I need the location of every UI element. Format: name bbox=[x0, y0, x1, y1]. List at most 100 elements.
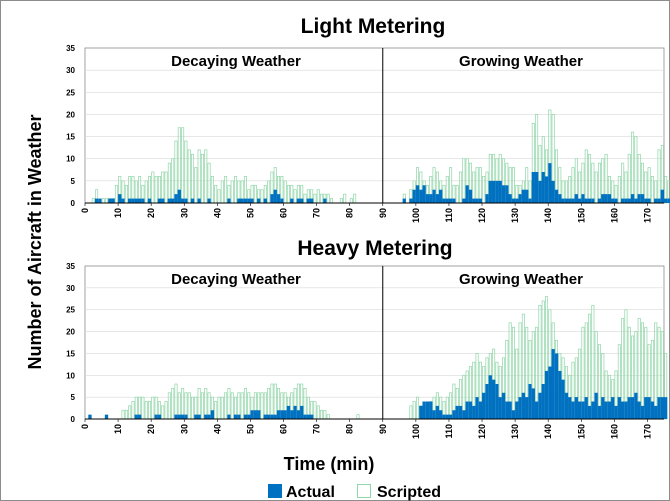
top-x-tick-label: 80 bbox=[345, 208, 355, 218]
bottom-actual-bar bbox=[468, 401, 473, 419]
bottom-actual-bar bbox=[654, 405, 658, 419]
bottom-actual-bar bbox=[587, 405, 592, 419]
bottom-actual-bar bbox=[263, 414, 267, 419]
bottom-actual-bar bbox=[624, 401, 628, 419]
top-actual-bar bbox=[468, 189, 473, 203]
bottom-actual-bar bbox=[227, 414, 231, 419]
top-y-tick-label: 0 bbox=[71, 199, 76, 208]
top-actual-bar bbox=[257, 198, 261, 203]
bottom-x-tick-label: 130 bbox=[510, 424, 520, 439]
bottom-actual-bar bbox=[614, 405, 618, 419]
bottom-actual-bar bbox=[458, 405, 463, 419]
bottom-actual-bar bbox=[448, 414, 453, 419]
bottom-x-tick-label: 160 bbox=[609, 424, 619, 439]
top-actual-bar bbox=[505, 185, 509, 203]
top-actual-bar bbox=[147, 198, 152, 203]
top-x-tick-label: 130 bbox=[510, 208, 520, 223]
x-axis-label: Time (min) bbox=[284, 454, 375, 474]
top-actual-bar bbox=[94, 198, 99, 203]
top-actual-bar bbox=[180, 198, 185, 203]
top-actual-bar bbox=[581, 194, 585, 203]
top-actual-bar bbox=[495, 180, 499, 203]
bottom-y-tick-label: 25 bbox=[66, 306, 75, 315]
top-actual-bar bbox=[161, 198, 165, 203]
bottom-actual-bar bbox=[634, 392, 638, 419]
bottom-actual-bar bbox=[508, 401, 512, 419]
top-x-tick-label: 40 bbox=[212, 208, 222, 218]
top-actual-bar bbox=[548, 163, 552, 203]
bottom-actual-bar bbox=[505, 401, 509, 419]
bottom-actual-bar bbox=[207, 414, 211, 419]
top-actual-bar bbox=[538, 180, 542, 203]
top-actual-bar bbox=[508, 194, 512, 203]
top-actual-bar bbox=[137, 198, 142, 203]
top-x-tick-label: 120 bbox=[477, 208, 487, 223]
top-actual-bar bbox=[584, 198, 588, 203]
top-actual-bar bbox=[240, 198, 244, 203]
top-actual-bar bbox=[531, 172, 535, 203]
bottom-actual-bar bbox=[581, 401, 585, 419]
bottom-y-tick-label: 10 bbox=[66, 371, 75, 380]
top-actual-bar bbox=[488, 180, 492, 203]
top-actual-bar bbox=[111, 198, 115, 203]
top-actual-bar bbox=[627, 198, 631, 203]
bottom-y-tick-label: 15 bbox=[66, 349, 75, 358]
bottom-actual-bar bbox=[266, 414, 271, 419]
top-actual-bar bbox=[402, 198, 406, 203]
top-actual-bar bbox=[515, 198, 519, 203]
top-actual-bar bbox=[432, 189, 436, 203]
top-actual-bar bbox=[465, 185, 469, 203]
top-actual-bar bbox=[409, 198, 413, 203]
top-actual-bar bbox=[243, 198, 248, 203]
bottom-actual-bar bbox=[204, 414, 208, 419]
bottom-actual-bar bbox=[309, 414, 314, 419]
bottom-actual-bar bbox=[253, 410, 258, 419]
bottom-actual-bar bbox=[257, 410, 261, 419]
bottom-actual-bar bbox=[276, 410, 281, 419]
legend-label-scripted: Scripted bbox=[377, 484, 441, 501]
bottom-actual-bar bbox=[601, 397, 605, 419]
top-actual-bar bbox=[429, 194, 433, 203]
bottom-chart: 0 5 10 15 20 25 30 35 0 10 20 30 40 50 60 70 80 90 100 110 1… bbox=[66, 262, 668, 439]
bottom-right-panel-title: Growing Weather bbox=[459, 271, 583, 288]
top-actual-bar bbox=[667, 198, 670, 203]
top-actual-bar bbox=[462, 198, 466, 203]
bottom-actual-bar bbox=[657, 397, 661, 419]
top-actual-bar bbox=[296, 198, 301, 203]
bottom-actual-bar bbox=[425, 401, 430, 419]
top-x-tick-label: 30 bbox=[179, 208, 189, 218]
bottom-actual-bar bbox=[445, 414, 449, 419]
bottom-actual-bar bbox=[233, 414, 238, 419]
bottom-x-tick-label: 10 bbox=[113, 424, 123, 434]
bottom-actual-bar bbox=[104, 414, 109, 419]
top-actual-bar bbox=[415, 185, 420, 203]
bottom-x-tick-label: 110 bbox=[444, 424, 454, 439]
bottom-x-tick-label: 80 bbox=[345, 424, 355, 434]
top-actual-bar bbox=[442, 198, 446, 203]
top-actual-bar bbox=[498, 180, 502, 203]
bottom-left-panel-title: Decaying Weather bbox=[171, 271, 301, 288]
top-actual-bar bbox=[439, 189, 443, 203]
y-axis-label: Number of Aircraft in Weather bbox=[25, 114, 45, 369]
bottom-actual-bar bbox=[630, 397, 635, 419]
top-actual-bar bbox=[664, 198, 668, 203]
bottom-actual-bar bbox=[300, 405, 304, 419]
top-actual-bar bbox=[190, 198, 195, 203]
top-actual-bar bbox=[637, 194, 641, 203]
bottom-x-tick-label: 120 bbox=[477, 424, 487, 439]
top-actual-bar bbox=[250, 198, 254, 203]
top-actual-bar bbox=[207, 198, 211, 203]
top-actual-bar bbox=[491, 180, 496, 203]
bottom-actual-bar bbox=[482, 392, 486, 419]
bottom-x-tick-label: 90 bbox=[378, 424, 388, 434]
bottom-actual-bar bbox=[611, 397, 615, 419]
bottom-actual-bar bbox=[194, 414, 198, 419]
top-y-tick-label: 10 bbox=[66, 155, 75, 164]
bottom-actual-bar bbox=[485, 384, 489, 419]
bottom-actual-bar bbox=[620, 401, 625, 419]
top-actual-bar bbox=[640, 194, 645, 203]
top-actual-bar bbox=[611, 198, 615, 203]
top-actual-bar bbox=[607, 194, 612, 203]
bottom-x-tick-label: 30 bbox=[179, 424, 189, 434]
bottom-actual-bar bbox=[429, 401, 433, 419]
